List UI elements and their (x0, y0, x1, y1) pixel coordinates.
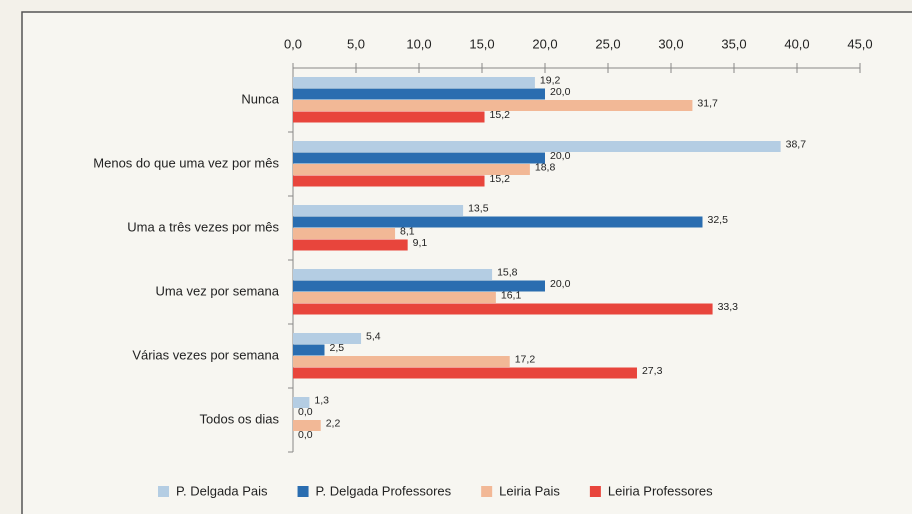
bar (293, 239, 408, 251)
value-label: 13,5 (468, 203, 489, 215)
x-tick-label: 10,0 (406, 36, 431, 51)
bar (293, 344, 325, 356)
bar (293, 205, 464, 216)
x-tick-label: 20,0 (532, 36, 557, 51)
bar (293, 303, 713, 315)
x-tick-label: 15,0 (469, 36, 494, 51)
bar (293, 88, 545, 100)
value-label: 17,2 (515, 354, 536, 366)
bar (293, 333, 362, 344)
bar (293, 152, 545, 164)
bar (293, 175, 485, 187)
bar (293, 141, 781, 152)
legend-swatch (158, 486, 169, 497)
value-label: 15,2 (490, 109, 511, 121)
x-tick-label: 30,0 (658, 36, 683, 51)
x-tick-label: 0,0 (284, 36, 302, 51)
category-label: Nunca (241, 91, 279, 106)
value-label: 15,8 (497, 267, 518, 279)
bar (293, 164, 530, 175)
value-label: 20,0 (550, 278, 571, 290)
value-label: 33,3 (718, 301, 739, 313)
category-label: Todos os dias (200, 411, 280, 426)
x-tick-label: 25,0 (595, 36, 620, 51)
value-label: 1,3 (314, 395, 329, 407)
legend-swatch (481, 486, 493, 497)
x-tick-label: 35,0 (721, 36, 746, 51)
bar (293, 292, 496, 303)
legend-label: Leiria Professores (608, 483, 713, 498)
category-label: Várias vezes por semana (132, 347, 279, 362)
value-label: 5,4 (366, 331, 381, 343)
legend-swatch (297, 486, 309, 497)
x-tick-label: 45,0 (847, 36, 872, 51)
x-tick-label: 5,0 (347, 36, 365, 51)
value-label: 0,0 (298, 429, 313, 441)
value-label: 18,8 (535, 162, 556, 174)
value-label: 32,5 (708, 214, 729, 226)
bar (293, 367, 637, 379)
value-label: 20,0 (550, 86, 571, 98)
x-tick-label: 40,0 (784, 36, 809, 51)
value-label: 20,0 (550, 150, 571, 162)
legend-label: P. Delgada Professores (316, 483, 452, 498)
value-label: 0,0 (298, 406, 313, 418)
bar (293, 228, 396, 239)
bar (293, 280, 545, 292)
bar (293, 269, 493, 280)
category-label: Uma vez por semana (155, 283, 279, 298)
value-label: 16,1 (501, 290, 522, 302)
bar (293, 420, 321, 431)
value-label: 27,3 (642, 365, 663, 377)
category-label: Uma a três vezes por mês (127, 219, 279, 234)
value-label: 19,2 (540, 75, 561, 87)
value-label: 9,1 (413, 237, 428, 249)
value-label: 2,5 (330, 342, 345, 354)
value-label: 31,7 (697, 98, 718, 110)
bar (293, 397, 310, 408)
bar (293, 356, 510, 367)
bar (293, 100, 693, 111)
legend-label: Leiria Pais (499, 483, 560, 498)
legend-swatch (589, 486, 601, 497)
value-label: 15,2 (490, 173, 511, 185)
bar (293, 111, 485, 123)
category-label: Menos do que uma vez por mês (93, 155, 279, 170)
value-label: 38,7 (786, 139, 807, 151)
value-label: 2,2 (326, 418, 341, 430)
bar (293, 77, 535, 88)
bar (293, 216, 703, 228)
legend-label: P. Delgada Pais (176, 483, 268, 498)
value-label: 8,1 (400, 226, 415, 238)
